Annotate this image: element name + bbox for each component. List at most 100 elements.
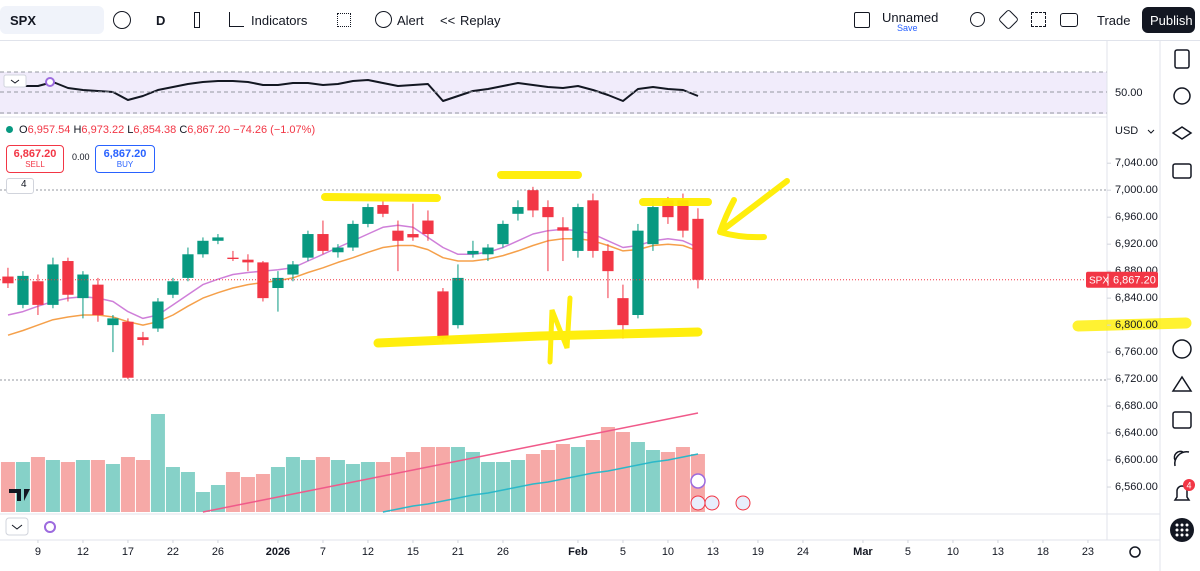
snapshot-icon[interactable] (1060, 13, 1078, 27)
drawing (373, 327, 703, 348)
candle-body (677, 200, 689, 231)
event-icon[interactable] (690, 495, 706, 511)
y-tick-label: 6,720.00 (1115, 373, 1158, 385)
logo (9, 489, 30, 501)
y-tick-label: 6,560.00 (1115, 481, 1158, 493)
x-tick-label: 22 (167, 546, 179, 558)
ohlc-value: 6,867.20 (187, 124, 231, 136)
indicator-count: 4 (21, 179, 27, 190)
notification-badge (1183, 479, 1195, 491)
drawing (321, 193, 441, 202)
volume-bar (345, 464, 360, 512)
chat-icon[interactable] (1172, 163, 1192, 179)
alert-icon (375, 11, 392, 28)
sell-button[interactable]: 6,867.20 SELL (6, 145, 64, 173)
collapse-button[interactable] (3, 74, 27, 88)
indicators-button[interactable]: Indicators (251, 13, 308, 28)
symbol[interactable]: SPX (10, 13, 37, 28)
volume-bar (210, 485, 225, 512)
toolbar: SPX D Indicators Alert << Replay Unnamed… (0, 0, 1200, 41)
volume-bar (180, 472, 195, 512)
volume-average (382, 453, 699, 513)
layout-checkbox[interactable] (854, 12, 870, 28)
collapse-button[interactable] (5, 517, 29, 536)
volume-bar (0, 462, 15, 512)
replay-icon[interactable] (44, 521, 56, 533)
x-tick-label: 24 (797, 546, 809, 558)
templates-button[interactable] (337, 13, 351, 27)
candle-body (332, 247, 344, 253)
apps-dots (1175, 523, 1189, 537)
chevron (11, 524, 23, 530)
publish-button[interactable] (1142, 7, 1195, 33)
y-tick-label: 6,920.00 (1115, 238, 1158, 250)
replay-button[interactable]: Replay (460, 13, 501, 28)
volume-bar (195, 492, 210, 512)
fullscreen-icon[interactable] (1031, 12, 1046, 27)
dashboard-icon[interactable] (1172, 339, 1192, 359)
interval[interactable]: D (156, 13, 166, 28)
candle-body (107, 318, 119, 326)
volume-bar (570, 447, 585, 512)
buy-label: BUY (116, 160, 134, 169)
candle-body (287, 264, 299, 275)
volume-bar (555, 444, 570, 512)
candle-body (302, 234, 314, 258)
candle-body (527, 190, 539, 211)
settings-icon[interactable] (1129, 546, 1141, 558)
sidebar-icons (1171, 49, 1193, 501)
symbol-search[interactable] (0, 6, 104, 34)
trade-button[interactable]: Trade (1097, 13, 1131, 28)
event-icon[interactable] (690, 473, 706, 489)
notification-count: 4 (1186, 480, 1191, 490)
price-tag-value: 6,867.20 (1113, 275, 1156, 287)
ohlc-legend: O6,957.54 H6,973.22 L6,854.38 C6,867.20 … (6, 124, 315, 136)
alert-button[interactable]: Alert (397, 13, 424, 28)
ideas-icon[interactable] (1171, 375, 1193, 392)
watchlist-icon[interactable] (1174, 49, 1190, 69)
candle-body (512, 207, 524, 214)
currency[interactable]: USD (1115, 125, 1138, 137)
x-tick-label: 13 (992, 546, 1004, 558)
layout-name[interactable]: Unnamed (882, 10, 939, 25)
candle-body (62, 261, 74, 295)
candle-body (572, 207, 584, 251)
volume-bar (270, 467, 285, 512)
stream-icon[interactable] (1173, 450, 1190, 467)
indicators-toggle[interactable]: 4 (6, 178, 34, 194)
compare-button[interactable] (113, 11, 131, 29)
save-status[interactable]: Save (897, 23, 918, 33)
settings-icon[interactable] (997, 8, 1020, 31)
marks (0, 79, 1107, 513)
x-tick-label: 12 (362, 546, 374, 558)
y-tick-label: 6,680.00 (1115, 400, 1158, 412)
calendar-icon[interactable] (1172, 411, 1192, 429)
drawing (1072, 317, 1192, 332)
y-tick-label: 7,000.00 (1115, 184, 1158, 196)
event-icon[interactable] (735, 495, 751, 511)
layers-icon[interactable] (1171, 126, 1193, 140)
volume-bar (240, 477, 255, 512)
volume-bar (120, 457, 135, 512)
candle-body (272, 277, 284, 289)
volume-bar (135, 460, 150, 512)
x-tick-label: 9 (35, 546, 41, 558)
alerts-icon[interactable] (1173, 87, 1191, 105)
candle-body (602, 250, 614, 272)
chart-type-button[interactable] (194, 12, 200, 28)
y-tick-label: 6,760.00 (1115, 346, 1158, 358)
event-icon[interactable] (704, 495, 720, 511)
candle-body (77, 274, 89, 299)
volume-bar (600, 427, 615, 512)
y-tick-label: 6,960.00 (1115, 211, 1158, 223)
notifications-icon[interactable] (1173, 485, 1191, 501)
volume-bar (390, 457, 405, 512)
buy-price: 6,867.20 (103, 148, 147, 160)
buy-button[interactable]: 6,867.20 BUY (95, 145, 155, 173)
ohlc-key: H (73, 124, 82, 136)
x-tick-label: 5 (620, 546, 626, 558)
candle-body (452, 277, 464, 326)
search-icon[interactable] (970, 12, 985, 27)
